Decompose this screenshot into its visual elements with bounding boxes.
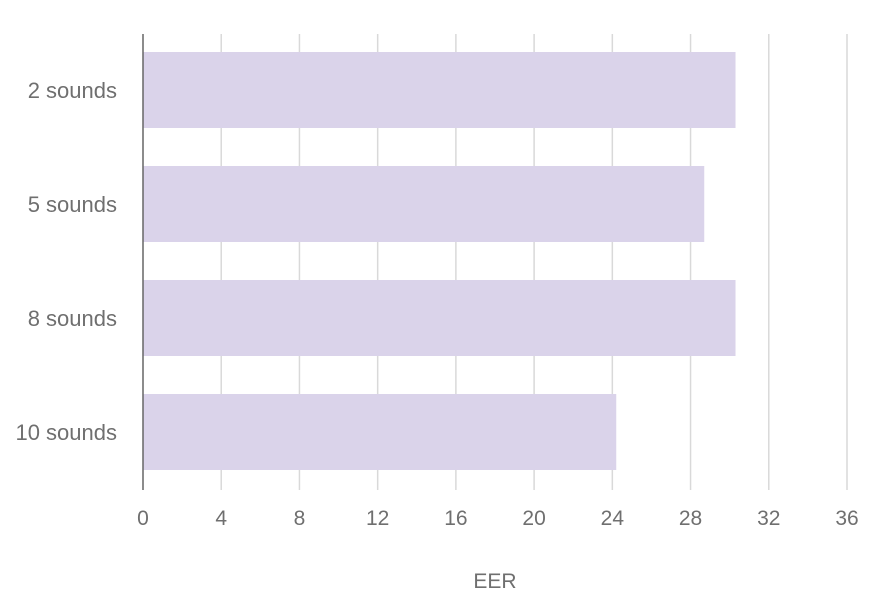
bar — [143, 52, 736, 128]
x-tick-label: 16 — [444, 507, 467, 530]
category-label: 5 sounds — [28, 192, 117, 217]
x-tick-label: 0 — [137, 507, 149, 530]
x-axis-title: EER — [473, 570, 516, 593]
x-tick-label: 20 — [522, 507, 545, 530]
category-labels: 2 sounds 5 sounds 8 sounds 10 sounds — [15, 78, 117, 445]
category-label: 2 sounds — [28, 78, 117, 103]
x-tick-label: 8 — [294, 507, 306, 530]
x-tick-label: 32 — [757, 507, 780, 530]
x-tick-label: 4 — [215, 507, 227, 530]
category-label: 8 sounds — [28, 306, 117, 331]
x-tick-label: 36 — [835, 507, 858, 530]
x-tick-label: 28 — [679, 507, 702, 530]
bar — [143, 166, 705, 242]
bars — [143, 52, 736, 470]
x-tick-label: 12 — [366, 507, 389, 530]
x-tick-label: 24 — [601, 507, 625, 530]
x-axis-ticks: 0 4 8 12 16 20 24 28 32 36 — [137, 507, 859, 530]
bar — [143, 394, 617, 470]
category-label: 10 sounds — [15, 420, 117, 445]
bar — [143, 280, 736, 356]
